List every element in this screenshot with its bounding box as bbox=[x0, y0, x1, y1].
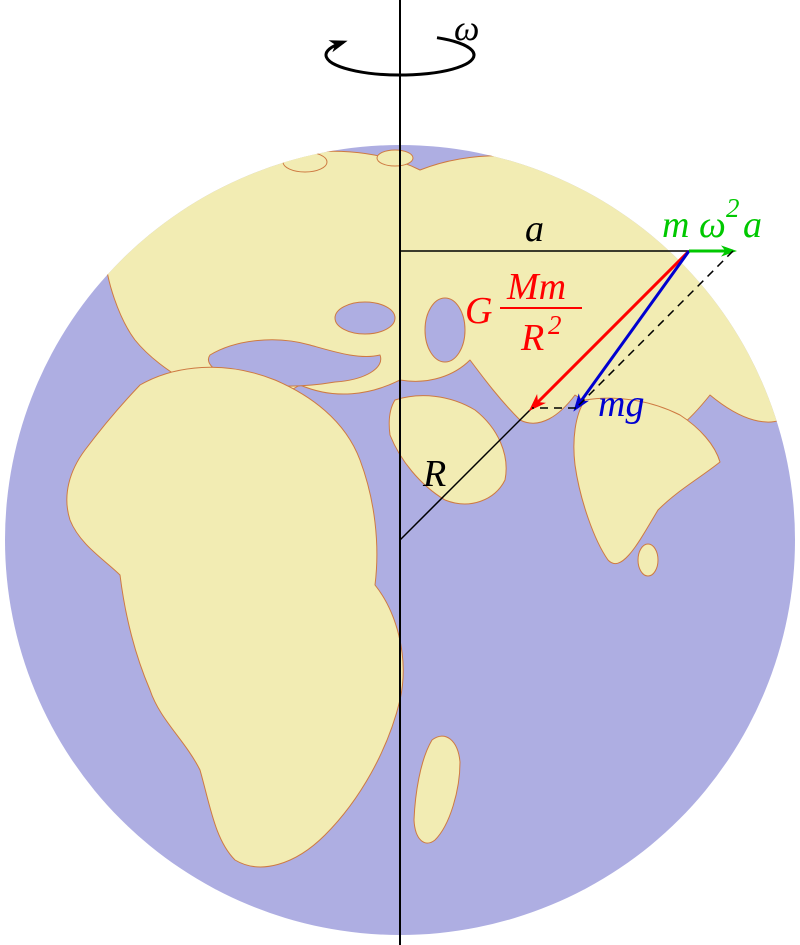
mg-label: mg bbox=[598, 383, 644, 425]
a-label: a bbox=[525, 208, 544, 250]
grav-num: Mm bbox=[506, 266, 566, 308]
omega-label: ω bbox=[454, 8, 479, 48]
grav-den-R: R bbox=[520, 317, 544, 359]
centrifugal-a: a bbox=[743, 204, 762, 246]
centrifugal-omega: ω bbox=[699, 204, 726, 246]
grav-den-exp: 2 bbox=[548, 310, 562, 340]
centrifugal-m: m bbox=[662, 204, 689, 246]
grav-G: G bbox=[465, 290, 492, 332]
R-label: R bbox=[422, 453, 446, 495]
centrifugal-exp: 2 bbox=[726, 193, 740, 223]
